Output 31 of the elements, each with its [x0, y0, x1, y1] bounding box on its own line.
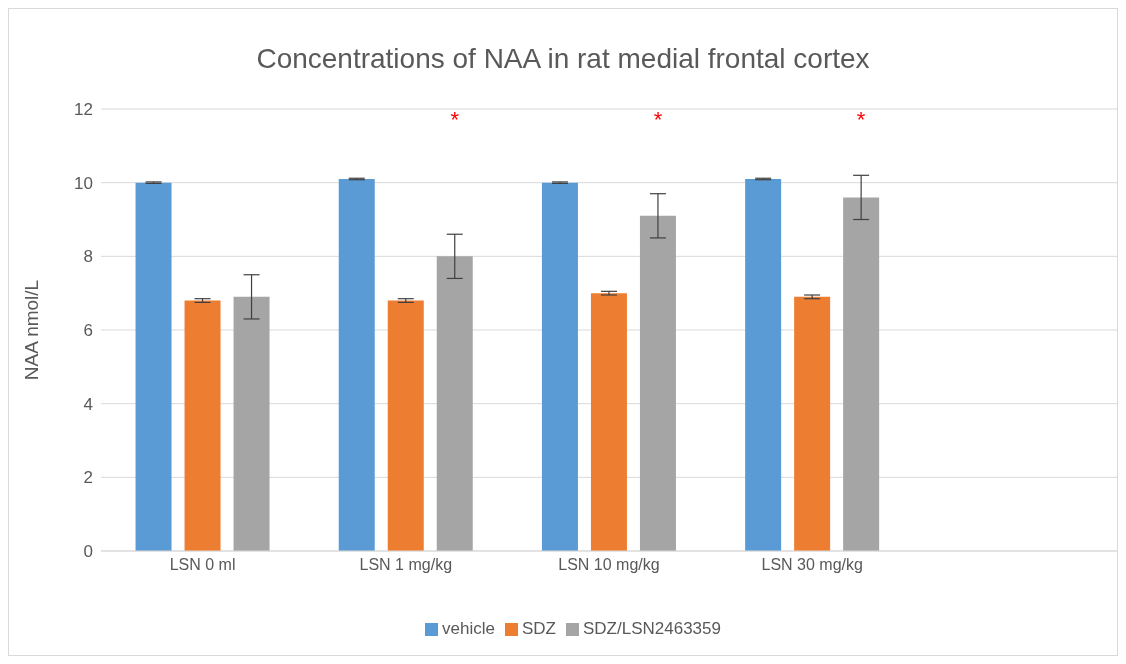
x-tick-label: LSN 0 ml: [169, 556, 236, 574]
y-tick-label: 10: [74, 173, 93, 193]
y-tick-label: 12: [74, 100, 93, 120]
x-tick-label: LSN 10 mg/kg: [558, 556, 660, 574]
x-tick-label: LSN 1 mg/kg: [359, 556, 453, 574]
annotation: *: [450, 106, 460, 132]
bar: [135, 182, 172, 551]
y-tick-label: 4: [83, 394, 93, 414]
y-tick-label: 0: [83, 542, 93, 562]
bar: [338, 178, 375, 551]
y-tick-label: 6: [83, 321, 93, 341]
bar: [590, 293, 627, 551]
bar: [745, 178, 782, 551]
y-tick-label: 8: [83, 247, 93, 267]
annotation: *: [856, 106, 866, 132]
bar: [387, 300, 424, 551]
bar: [184, 300, 221, 551]
legend-label: SDZ: [521, 619, 556, 638]
bar: [794, 296, 831, 551]
legend-label: SDZ/LSN2463359: [582, 619, 721, 638]
y-axis-title: NAA nmol/L: [20, 279, 42, 381]
x-tick-label: LSN 30 mg/kg: [761, 556, 863, 574]
bar: [436, 256, 473, 551]
chart-title: Concentrations of NAA in rat medial frontal cortex: [255, 42, 871, 74]
bar: [541, 182, 578, 551]
legend-label: vehicle: [442, 619, 495, 638]
annotation: *: [653, 106, 663, 132]
bar: [843, 197, 880, 551]
y-tick-label: 2: [83, 468, 93, 488]
bar: [639, 215, 676, 551]
bar: [233, 296, 270, 551]
